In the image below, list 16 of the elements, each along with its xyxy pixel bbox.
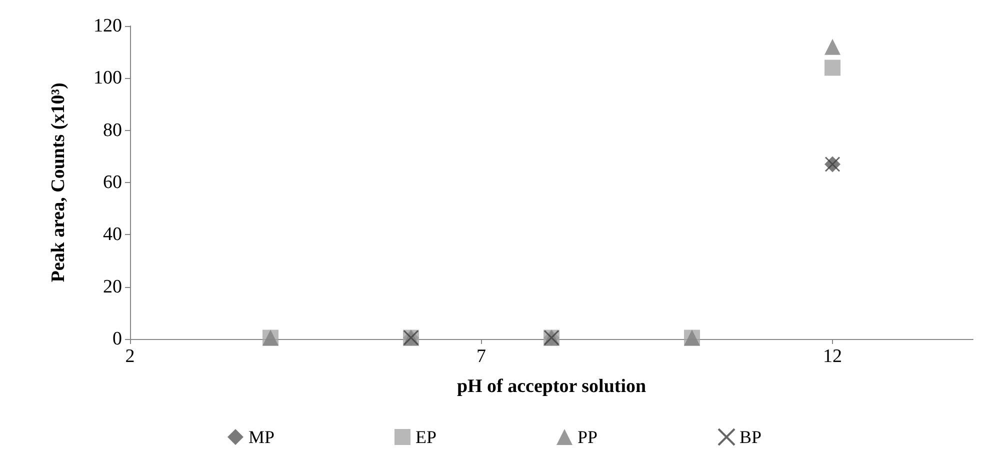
x-tick-label: 7 — [476, 346, 486, 367]
y-tick-label: 0 — [112, 328, 122, 350]
y-tick-label: 40 — [103, 224, 122, 246]
y-tick-label: 60 — [103, 172, 122, 193]
y-tick-label: 80 — [103, 120, 122, 141]
y-tick-label: 20 — [103, 276, 122, 298]
x-tick-label: 12 — [823, 346, 842, 367]
x-tick-label: 2 — [125, 346, 135, 367]
legend-label: PP — [577, 427, 598, 447]
x-axis-title: pH of acceptor solution — [456, 376, 646, 397]
legend-label: EP — [415, 427, 436, 447]
y-axis-title: Peak area, Counts (x10³) — [48, 82, 69, 282]
y-tick-label: 120 — [94, 16, 122, 36]
y-tick-label: 100 — [94, 68, 122, 89]
legend-label: MP — [248, 427, 274, 447]
legend-label: BP — [740, 427, 762, 447]
